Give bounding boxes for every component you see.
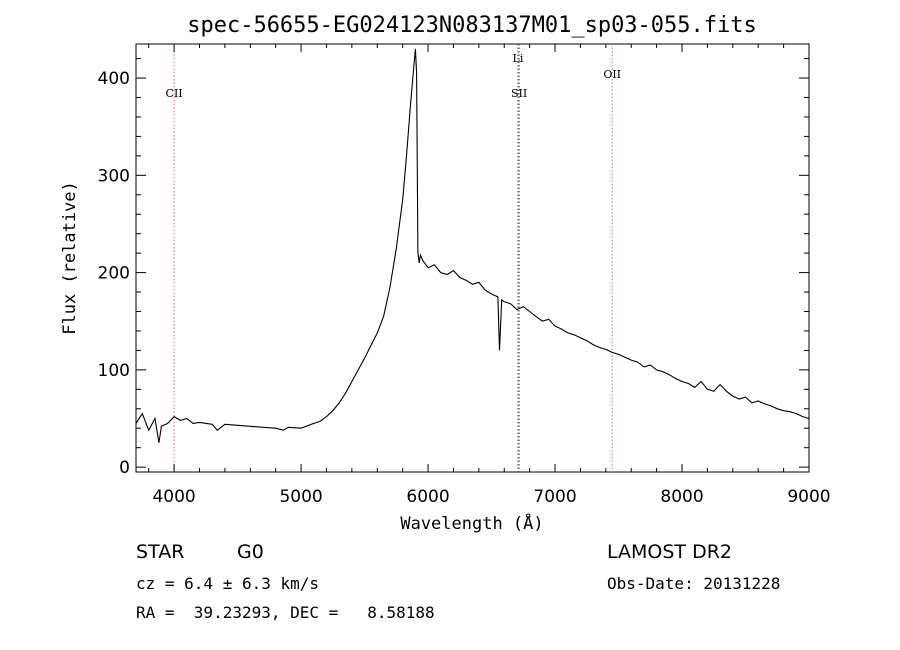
y-tick-label: 400 bbox=[98, 69, 130, 89]
vline-label-cii: CII bbox=[166, 87, 183, 100]
spectral-class: STAR bbox=[136, 541, 185, 563]
spectrum-line bbox=[135, 48, 810, 443]
y-tick-label: 100 bbox=[98, 361, 130, 381]
x-tick-label: 4000 bbox=[152, 487, 195, 507]
survey-name: LAMOST DR2 bbox=[607, 541, 732, 563]
spectral-subclass: G0 bbox=[237, 541, 264, 563]
x-axis-ticks: 4000 5000 6000 7000 8000 9000 bbox=[148, 44, 831, 507]
y-axis-label: Flux (relative) bbox=[60, 181, 80, 335]
vline-label-oii: OII bbox=[603, 68, 621, 81]
y-axis-ticks: 0 100 200 300 400 bbox=[98, 58, 809, 478]
x-axis-label: Wavelength (Å) bbox=[400, 512, 543, 534]
redshift-velocity: cz = 6.4 ± 6.3 km/s bbox=[136, 574, 320, 593]
x-tick-label: 7000 bbox=[533, 487, 576, 507]
emission-lines: CII Li SII OII bbox=[166, 44, 621, 472]
x-tick-label: 6000 bbox=[406, 487, 449, 507]
x-tick-label: 8000 bbox=[660, 487, 703, 507]
vline-label-sii: SII bbox=[511, 87, 527, 100]
vline-label-li: Li bbox=[513, 52, 524, 65]
chart-title: spec-56655-EG024123N083137M01_sp03-055.f… bbox=[187, 13, 757, 38]
observation-date: Obs-Date: 20131228 bbox=[607, 574, 781, 593]
y-tick-label: 300 bbox=[98, 166, 130, 186]
x-tick-label: 9000 bbox=[787, 487, 830, 507]
x-tick-label: 5000 bbox=[279, 487, 322, 507]
y-tick-label: 200 bbox=[98, 264, 130, 284]
plot-area: CII Li SII OII 4000 5000 6000 7000 8000 9000 0 10… bbox=[98, 43, 831, 507]
plot-frame bbox=[135, 43, 810, 473]
coordinates: RA = 39.23293, DEC = 8.58188 bbox=[136, 603, 435, 622]
y-tick-label: 0 bbox=[119, 458, 130, 478]
